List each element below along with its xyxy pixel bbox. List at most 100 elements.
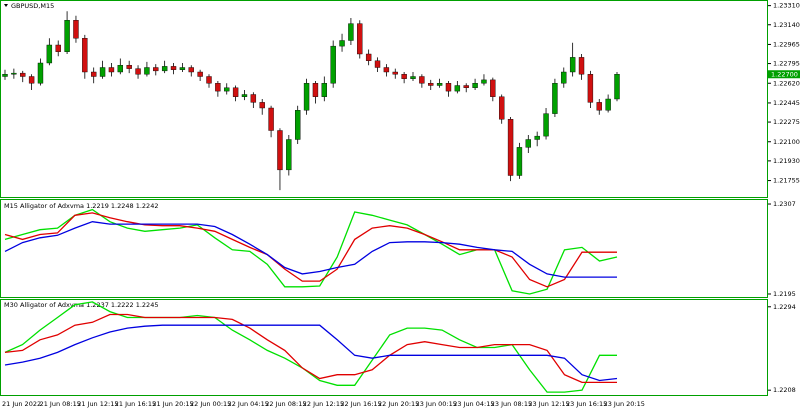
candle-body — [463, 85, 469, 88]
candle-body — [188, 67, 194, 73]
candle-body — [259, 102, 265, 109]
x-tick-label: 21 Jun 2022 — [2, 400, 41, 408]
y-tick-label: 1.22795 — [773, 60, 800, 68]
candle-body — [73, 20, 79, 39]
candle-body — [117, 65, 124, 73]
x-tick-label: 22 Jun 16:15 — [340, 400, 381, 408]
candle-body — [569, 57, 576, 73]
candle-body — [99, 67, 106, 77]
candle-body — [303, 83, 310, 111]
x-tick-label: 22 Jun 08:15 — [265, 400, 306, 408]
candle-body — [374, 60, 381, 68]
candle-body — [525, 139, 532, 148]
indicator-line — [4, 301, 617, 393]
candle-body — [401, 74, 407, 79]
y-tick-label: 1.2307 — [773, 200, 796, 208]
y-tick-label: 1.23310 — [773, 2, 800, 10]
panel-label: M30 — [4, 301, 18, 309]
candle-body — [578, 57, 585, 75]
candle-body — [410, 76, 416, 79]
candle-body — [383, 67, 390, 73]
candle-body — [286, 139, 292, 171]
candle-body — [197, 71, 203, 77]
candle-body — [392, 71, 398, 75]
candle-body — [294, 110, 301, 140]
candle-body — [312, 83, 319, 97]
y-tick-label: 1.22445 — [773, 99, 800, 107]
candle-body — [534, 135, 540, 140]
candle-body — [46, 44, 53, 64]
candle-body — [507, 119, 514, 176]
candle-body — [206, 76, 212, 84]
candle-body — [490, 79, 496, 97]
current-price-label: 1.22700 — [771, 70, 798, 78]
candle-body — [587, 74, 594, 103]
candle-body — [321, 83, 328, 97]
candle-body — [241, 94, 248, 97]
candle-body — [330, 45, 336, 84]
x-tick-label: 23 Jun 12:15 — [528, 400, 569, 408]
candle-body — [552, 83, 558, 114]
y-tick-label: 1.21755 — [773, 177, 800, 185]
x-tick-label: 22 Jun 00:15 — [190, 400, 231, 408]
candle-body — [11, 72, 17, 75]
m15-panel-frame — [0, 199, 768, 298]
x-tick-label: 21 Jun 12:15 — [77, 400, 118, 408]
x-tick-label: 22 Jun 04:15 — [228, 400, 269, 408]
indicator-line — [4, 212, 617, 288]
candle-body — [454, 85, 461, 92]
indicator-title: Alligator of Adxvma 1.2219 1.2248 1.2242 — [20, 202, 158, 210]
indicator-line — [4, 208, 618, 295]
candle-body — [605, 98, 611, 111]
symbol-title: GBPUSD,M15 — [11, 2, 54, 10]
x-tick-label: 21 Jun 20:15 — [152, 400, 193, 408]
candle-body — [37, 62, 44, 84]
candle-body — [135, 68, 141, 75]
candle-body — [472, 83, 478, 88]
candle-body — [64, 20, 70, 52]
candle-body — [144, 67, 150, 75]
candle-body — [215, 83, 221, 92]
candle-body — [339, 40, 345, 47]
candle-body — [498, 96, 505, 120]
y-tick-label: 1.21930 — [773, 157, 800, 165]
candle-body — [108, 67, 115, 73]
x-tick-label: 21 Jun 16:15 — [115, 400, 156, 408]
panel-label: M15 — [4, 202, 18, 210]
candle-body — [28, 76, 35, 84]
panel-menu-icon — [4, 4, 8, 7]
x-tick-label: 23 Jun 20:15 — [604, 400, 645, 408]
candle-body — [82, 38, 88, 73]
candle-body — [55, 44, 61, 52]
candle-body — [419, 76, 425, 84]
candle-body — [596, 102, 602, 111]
y-tick-label: 1.2208 — [773, 386, 796, 394]
indicator-line — [4, 221, 617, 278]
x-tick-label: 22 Jun 20:15 — [378, 400, 419, 408]
candle-body — [365, 53, 372, 61]
x-tick-label: 21 Jun 08:15 — [40, 400, 81, 408]
indicator-title: Alligator of Adxvma 1.2237 1.2222 1.2245 — [20, 301, 158, 309]
candle-body — [153, 67, 159, 72]
candle-body — [348, 23, 354, 41]
candle-body — [232, 87, 239, 97]
candle-body — [126, 65, 132, 69]
candle-body — [20, 72, 26, 77]
current-price-box — [768, 70, 800, 79]
x-tick-label: 22 Jun 12:15 — [303, 400, 344, 408]
candle-body — [481, 79, 487, 84]
candle-body — [516, 147, 523, 176]
candle-body — [2, 74, 8, 77]
candle-body — [224, 87, 230, 92]
x-tick-label: 23 Jun 16:15 — [566, 400, 607, 408]
indicator-line — [4, 313, 617, 384]
m30-panel-frame — [0, 299, 768, 396]
main-panel-frame — [0, 0, 768, 198]
x-tick-label: 23 Jun 08:15 — [491, 400, 532, 408]
candle-body — [170, 66, 177, 70]
candle-body — [268, 107, 274, 131]
y-tick-label: 1.22275 — [773, 118, 800, 126]
candle-body — [90, 71, 97, 77]
candle-body — [445, 83, 452, 92]
